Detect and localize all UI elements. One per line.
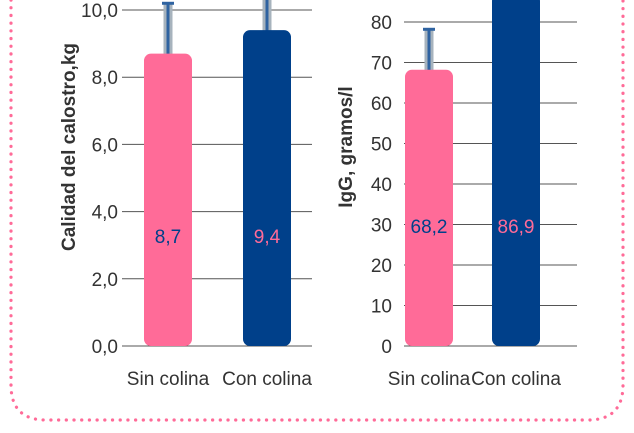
bar [144,53,192,347]
x-category-label: Sin colina [127,369,210,390]
x-category-label: Con colina [471,369,561,390]
chart-panel-igg: 0 10 20 30 40 50 60 70 80 IgG, gramos/l 68,2 Sin co… [336,0,577,390]
dotted-frame [9,0,625,422]
x-category-label: Con colina [222,369,312,390]
bar [492,0,540,346]
y-tick-label: 2,0 [92,270,118,291]
y-tick-label: 0 [381,337,392,358]
bar-data-label: 9,4 [254,227,281,248]
x-category-label: Sin colina [388,369,471,390]
y-tick-label: 6,0 [92,135,118,156]
y-tick-label: 8,0 [92,68,118,89]
y-tick-label: 0,0 [92,337,118,358]
y-axis-label: IgG, gramos/l [336,86,357,207]
bar [243,30,291,346]
y-tick-label: 10,0 [81,1,118,22]
y-axis-label: Calidad del calostro,kg [59,43,80,251]
y-tick-label: 20 [371,256,392,277]
y-tick-label: 80 [371,13,392,34]
y-tick-label: 4,0 [92,203,118,224]
y-tick-label: 10 [371,297,392,318]
bar-data-label: 86,9 [498,217,535,238]
y-tick-label: 30 [371,216,392,237]
y-tick-label: 70 [371,54,392,75]
bar [405,69,453,346]
y-tick-label: 40 [371,175,392,196]
y-tick-label: 60 [371,94,392,115]
bar-data-label: 8,7 [155,227,181,248]
y-tick-label: 50 [371,135,392,156]
dotted-border [9,0,625,422]
bar-data-label: 68,2 [411,217,448,238]
